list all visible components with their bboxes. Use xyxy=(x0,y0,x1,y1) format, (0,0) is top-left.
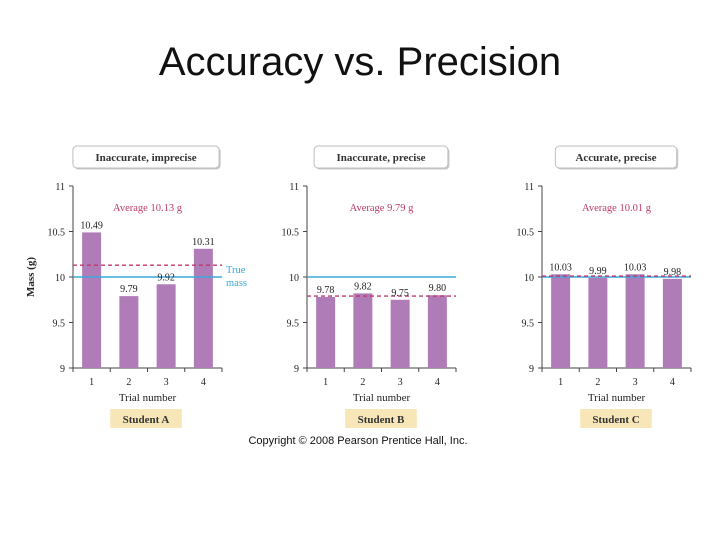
bar-trial-1 xyxy=(82,232,102,368)
y-tick-label: 10 xyxy=(524,273,534,284)
chart-panel-2: Inaccurate, precise 9 9.5 10 10.5 11 Average 9… xyxy=(282,145,457,428)
average-label: Average 10.01 g xyxy=(582,203,652,214)
y-tick-label: 10 xyxy=(55,273,65,284)
chart-panel-1: Inaccurate, imprecise 9 9.5 10 10.5 11 Average… xyxy=(48,145,223,428)
copyright-notice: Copyright © 2008 Pearson Prentice Hall, … xyxy=(248,435,468,447)
x-tick-label: 4 xyxy=(435,377,440,388)
value-label: 9.82 xyxy=(354,281,372,292)
x-tick-label: 2 xyxy=(360,377,365,388)
y-tick-label: 9 xyxy=(294,364,299,375)
y-tick-label: 9.5 xyxy=(287,319,300,330)
student-badge xyxy=(580,409,652,428)
y-tick-label: 9.5 xyxy=(53,319,66,330)
student-label: Student A xyxy=(123,414,170,426)
y-tick-label: 10 xyxy=(289,273,299,284)
x-tick-label: 4 xyxy=(201,377,206,388)
true-mass-label-line2: mass xyxy=(226,278,247,289)
student-label: Student B xyxy=(358,414,405,426)
chart-heading: Accurate, precise xyxy=(575,152,656,164)
chart-heading: Inaccurate, imprecise xyxy=(95,152,196,164)
chart-heading: Inaccurate, precise xyxy=(337,152,426,164)
value-label: 9.79 xyxy=(120,284,138,295)
y-tick-label: 11 xyxy=(289,182,299,193)
value-label: 9.75 xyxy=(391,288,409,299)
x-tick-label: 2 xyxy=(595,377,600,388)
value-label: 9.78 xyxy=(317,285,335,296)
student-label: Student C xyxy=(592,414,639,426)
bar-trial-3 xyxy=(625,274,645,368)
x-tick-label: 3 xyxy=(633,377,638,388)
y-tick-label: 10.5 xyxy=(48,228,66,239)
y-tick-label: 10.5 xyxy=(282,228,300,239)
bar-trial-4 xyxy=(427,295,447,368)
x-tick-label: 3 xyxy=(164,377,169,388)
y-tick-label: 11 xyxy=(55,182,65,193)
bar-trial-2 xyxy=(353,293,373,368)
true-mass-label-line1: True xyxy=(226,265,246,276)
y-tick-label: 11 xyxy=(524,182,534,193)
value-label: 9.99 xyxy=(589,266,607,277)
y-tick-label: 10.5 xyxy=(517,228,535,239)
x-axis-label: Trial number xyxy=(588,392,646,404)
x-tick-label: 1 xyxy=(558,377,563,388)
student-badge xyxy=(110,409,182,428)
average-label: Average 9.79 g xyxy=(350,203,414,214)
value-label: 10.03 xyxy=(624,262,647,273)
x-tick-label: 1 xyxy=(89,377,94,388)
heading-box xyxy=(72,145,220,169)
x-axis-label: Trial number xyxy=(119,392,177,404)
average-label: Average 10.13 g xyxy=(113,203,183,214)
bar-trial-4 xyxy=(662,278,682,368)
x-axis-label: Trial number xyxy=(353,392,411,404)
bar-trial-3 xyxy=(390,299,410,368)
y-axis-label: Mass (g) xyxy=(25,257,37,297)
y-tick-label: 9.5 xyxy=(522,319,535,330)
chart-panel-3: Accurate, precise 9 9.5 10 10.5 11 Average 10.… xyxy=(517,145,692,428)
value-label: 9.98 xyxy=(664,267,682,278)
value-label: 10.49 xyxy=(80,220,103,231)
y-tick-label: 9 xyxy=(60,364,65,375)
x-tick-label: 2 xyxy=(126,377,131,388)
bar-trial-3 xyxy=(156,284,176,368)
x-tick-label: 3 xyxy=(398,377,403,388)
bar-trial-2 xyxy=(119,296,139,368)
heading-box xyxy=(313,145,449,169)
value-label: 10.31 xyxy=(192,237,215,248)
value-label: 9.92 xyxy=(157,272,175,283)
slide-title: Accuracy vs. Precision xyxy=(158,40,562,84)
value-label: 9.80 xyxy=(429,283,447,294)
student-badge xyxy=(345,409,417,428)
bar-trial-1 xyxy=(316,297,336,368)
heading-box xyxy=(554,145,678,169)
y-tick-label: 9 xyxy=(529,364,534,375)
bar-trial-1 xyxy=(551,274,571,368)
bar-trial-4 xyxy=(193,248,213,368)
x-tick-label: 4 xyxy=(670,377,675,388)
bar-trial-2 xyxy=(588,277,608,368)
x-tick-label: 1 xyxy=(323,377,328,388)
value-label: 10.03 xyxy=(549,262,572,273)
